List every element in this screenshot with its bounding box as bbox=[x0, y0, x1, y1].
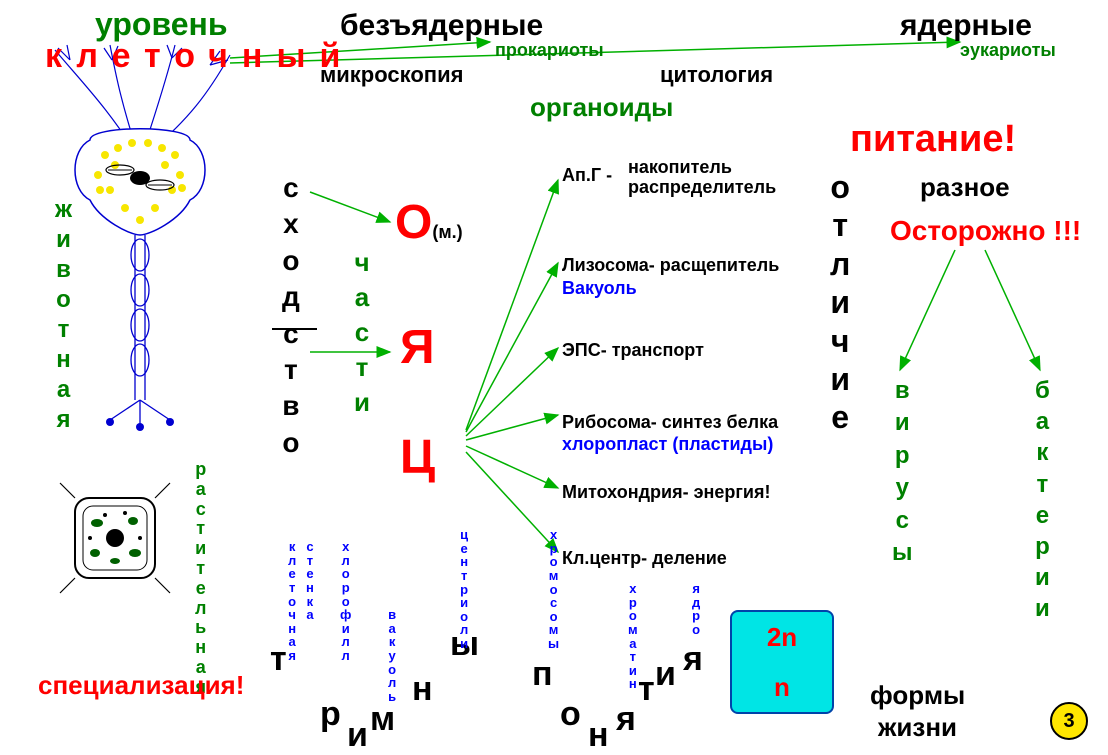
org-vacuole: Вакуоль bbox=[562, 278, 637, 299]
org-er: ЭПС- транспорт bbox=[562, 340, 704, 361]
big-Ya: Я bbox=[400, 320, 435, 375]
big-Ts: Ц bbox=[400, 430, 435, 485]
label-organoids: органоиды bbox=[530, 92, 673, 123]
org-golgi-label: Ап.Г - bbox=[562, 165, 612, 186]
term-big-m: м bbox=[370, 700, 395, 739]
term-big-p: п bbox=[532, 655, 553, 694]
org-chloroplast: хлоропласт (пластиды) bbox=[562, 434, 773, 455]
org-golgi-desc: накопитель распределитель bbox=[628, 158, 828, 198]
label-cellular: клеточный bbox=[45, 37, 354, 76]
term-big-i: и bbox=[347, 716, 368, 755]
term-nucleus: ядро bbox=[692, 582, 700, 637]
label-caution: Осторожно !!! bbox=[890, 215, 1081, 247]
label-difference: отличие bbox=[830, 168, 850, 437]
term-big-i2: и bbox=[655, 655, 676, 694]
term-big-t2: т bbox=[638, 670, 655, 709]
plant-cell-drawing bbox=[60, 483, 170, 593]
label-plant: растительная bbox=[195, 460, 206, 698]
label-anuclear: безъядерные bbox=[340, 9, 543, 43]
big-O: О(м.) bbox=[395, 195, 463, 250]
term-big-r: р bbox=[320, 695, 341, 734]
label-animal: животная bbox=[55, 195, 72, 435]
term-big-o: о bbox=[560, 695, 581, 734]
ploidy-box: 2n n bbox=[730, 610, 834, 714]
term-big-ya2: я bbox=[683, 640, 703, 679]
term-big-n2: н bbox=[588, 716, 609, 755]
term-big-t: т bbox=[270, 640, 287, 679]
label-life: жизни bbox=[878, 712, 957, 743]
term-chlorophyll: хлорофилл bbox=[340, 540, 351, 663]
term-cellwall-2: стенка bbox=[306, 540, 314, 622]
label-microscopy: микроскопия bbox=[320, 62, 463, 88]
term-big-ya: я bbox=[616, 700, 636, 739]
term-chromatin: хроматин bbox=[628, 582, 638, 691]
page-badge: 3 bbox=[1050, 702, 1088, 740]
org-lysosome: Лизосома- расщепитель bbox=[562, 255, 779, 276]
label-nuclear: ядерные bbox=[900, 9, 1032, 43]
label-various: разное bbox=[920, 172, 1010, 203]
term-chromosomes: хромосомы bbox=[548, 528, 559, 651]
label-eukaryotes: эукариоты bbox=[960, 40, 1056, 61]
label-bacteria: бактерии bbox=[1035, 375, 1050, 625]
org-mito: Митохондрия- энергия! bbox=[562, 482, 770, 503]
term-cellwall-1: клеточная bbox=[288, 540, 296, 663]
label-specialization: специализация! bbox=[38, 670, 244, 701]
org-centrosome: Кл.центр- деление bbox=[562, 548, 727, 569]
label-nutrition: питание! bbox=[850, 118, 1016, 161]
label-parts: части bbox=[354, 245, 370, 420]
neuron-drawing bbox=[55, 45, 230, 431]
term-centrioles: центриоли bbox=[460, 528, 468, 651]
term-vacuole: вакуоль bbox=[388, 608, 396, 703]
org-ribosome: Рибосома- синтез белка bbox=[562, 412, 778, 433]
label-forms: формы bbox=[870, 680, 965, 711]
label-virus: вирусы bbox=[892, 375, 913, 569]
label-similarity: сходство bbox=[282, 170, 300, 461]
underline-sim bbox=[272, 328, 317, 330]
term-big-n: н bbox=[412, 670, 433, 709]
label-prokaryotes: прокариоты bbox=[495, 40, 604, 61]
label-cytology: цитология bbox=[660, 62, 773, 88]
ploidy-n: n bbox=[774, 672, 790, 703]
ploidy-2n: 2n bbox=[767, 622, 797, 653]
